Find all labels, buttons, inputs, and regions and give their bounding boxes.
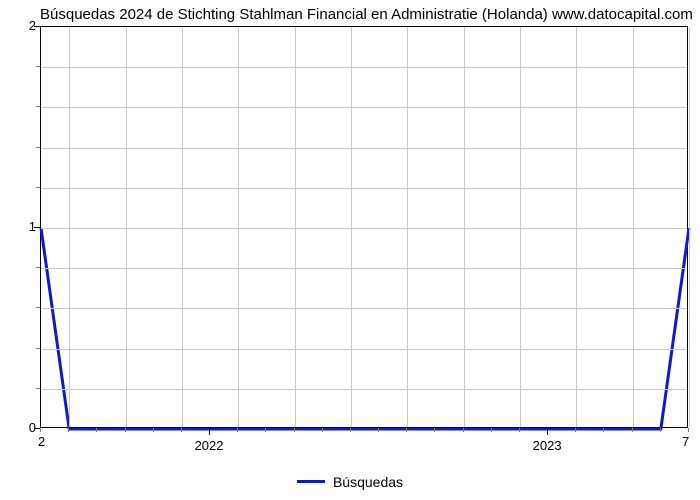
x-minor-tick [603,428,604,432]
legend: Búsquedas [0,470,700,490]
y-tick-label: 2 [12,18,36,33]
x-minor-tick [96,428,97,432]
gridline-vertical [576,27,577,427]
x-minor-tick [434,428,435,432]
x-minor-tick [153,428,154,432]
x-minor-tick [660,428,661,432]
gridline-vertical [464,27,465,427]
x-corner-right-label: 7 [682,434,689,449]
legend-item-busquedas: Búsquedas [297,474,403,490]
chart-container: Búsquedas 2024 de Stichting Stahlman Fin… [0,0,700,500]
chart-title: Búsquedas 2024 de Stichting Stahlman Fin… [40,6,693,23]
legend-swatch [297,480,325,483]
gridline-vertical [182,27,183,427]
x-minor-tick [378,428,379,432]
y-tick-label: 1 [12,219,36,234]
gridline-horizontal [41,188,687,189]
x-minor-tick [491,428,492,432]
gridline-vertical [69,27,70,427]
x-corner-left-label: 2 [38,434,45,449]
legend-label: Búsquedas [333,474,403,490]
x-minor-tick [688,428,689,432]
series-line-búsquedas [41,228,689,429]
gridline-horizontal [41,268,687,269]
y-minor-tick [36,66,40,67]
gridline-vertical [633,27,634,427]
x-minor-tick [265,428,266,432]
gridline-horizontal [41,67,687,68]
y-minor-tick [36,388,40,389]
gridline-vertical [351,27,352,427]
x-minor-tick [322,428,323,432]
x-tick-mark [547,428,548,435]
gridline-vertical [407,27,408,427]
x-minor-tick [575,428,576,432]
x-minor-tick [181,428,182,432]
y-minor-tick [36,106,40,107]
gridline-horizontal [41,389,687,390]
gridline-horizontal [41,148,687,149]
plot-area [40,26,688,428]
x-minor-tick [68,428,69,432]
y-tick-label: 0 [12,420,36,435]
y-tick-mark [34,227,40,228]
x-minor-tick [237,428,238,432]
gridline-vertical [295,27,296,427]
x-minor-tick [294,428,295,432]
x-minor-tick [632,428,633,432]
y-minor-tick [36,147,40,148]
x-minor-tick [519,428,520,432]
y-minor-tick [36,187,40,188]
x-tick-label: 2022 [195,438,224,453]
y-minor-tick [36,307,40,308]
y-tick-mark [34,26,40,27]
gridline-vertical [689,27,690,427]
gridline-vertical [520,27,521,427]
x-tick-mark [209,428,210,435]
gridline-vertical [238,27,239,427]
gridline-horizontal [41,107,687,108]
x-minor-tick [40,428,41,432]
x-minor-tick [350,428,351,432]
x-tick-label: 2023 [533,438,562,453]
x-minor-tick [125,428,126,432]
gridline-horizontal [41,349,687,350]
gridline-vertical [126,27,127,427]
gridline-horizontal [41,228,687,229]
x-minor-tick [463,428,464,432]
y-minor-tick [36,348,40,349]
x-minor-tick [406,428,407,432]
gridline-horizontal [41,308,687,309]
y-minor-tick [36,267,40,268]
